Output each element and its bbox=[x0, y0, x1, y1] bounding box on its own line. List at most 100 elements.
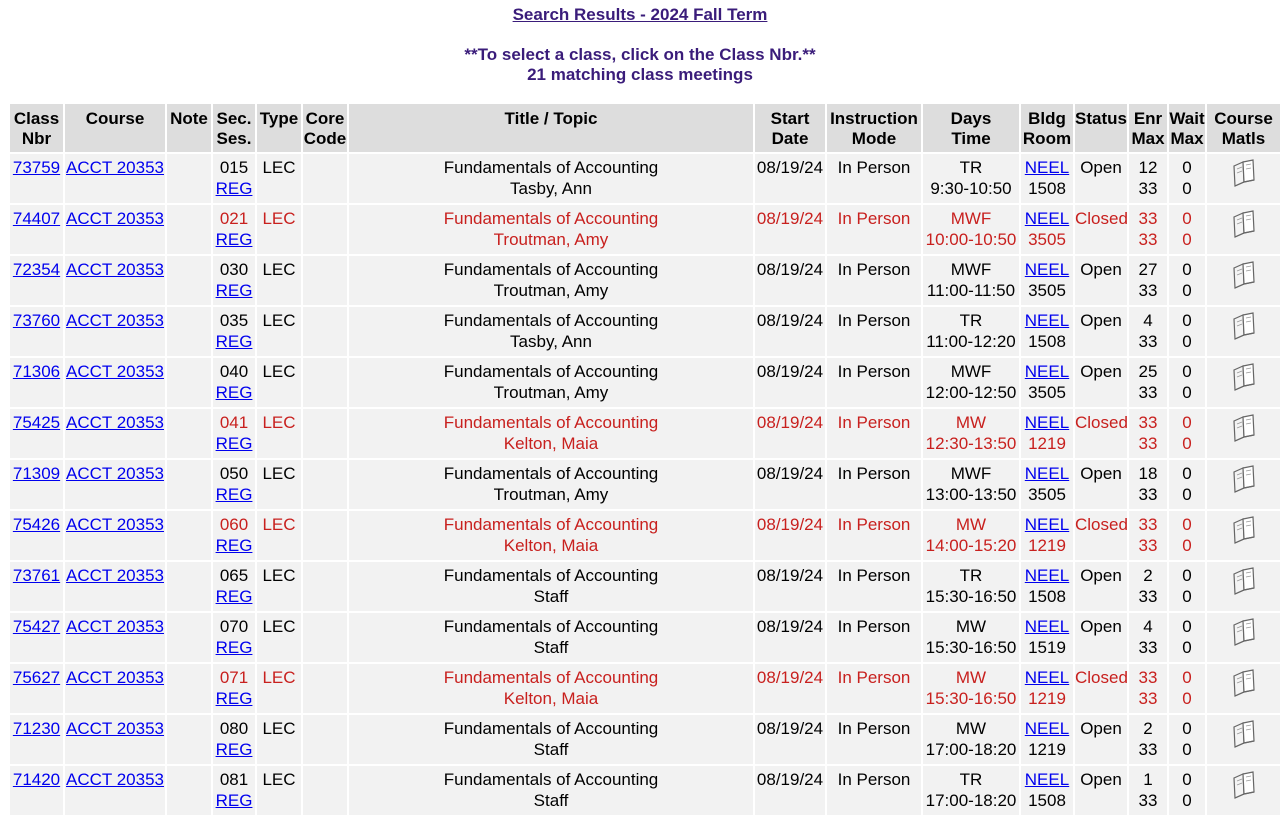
session-link[interactable]: REG bbox=[215, 739, 253, 759]
building-link[interactable]: NEEL bbox=[1024, 617, 1070, 636]
enr-max-cell: 4 33 bbox=[1127, 305, 1168, 357]
building-link[interactable]: NEEL bbox=[1024, 464, 1070, 483]
session-link[interactable]: REG bbox=[215, 688, 253, 708]
class-nbr-link[interactable]: 73760 bbox=[12, 311, 61, 330]
session-link[interactable]: REG bbox=[215, 484, 253, 504]
building-link[interactable]: NEEL bbox=[1024, 719, 1070, 738]
course-link[interactable]: ACCT 20353 bbox=[66, 464, 164, 483]
core-code-cell bbox=[301, 305, 348, 357]
course-matls-cell[interactable] bbox=[1205, 305, 1280, 357]
session-link[interactable]: REG bbox=[215, 790, 253, 810]
session-link[interactable]: REG bbox=[215, 331, 253, 351]
course-matls-cell[interactable] bbox=[1205, 356, 1280, 408]
session-link[interactable]: REG bbox=[215, 280, 253, 300]
session-link[interactable]: REG bbox=[215, 382, 253, 402]
instruction-mode-cell: In Person bbox=[825, 509, 922, 561]
wait-max: 0 bbox=[1182, 229, 1192, 249]
course-matls-cell[interactable] bbox=[1205, 713, 1280, 765]
course-matls-cell[interactable] bbox=[1205, 662, 1280, 714]
title-cell: Fundamentals of Accounting Troutman, Amy bbox=[347, 203, 754, 255]
course-link[interactable]: ACCT 20353 bbox=[66, 719, 164, 738]
course-link[interactable]: ACCT 20353 bbox=[66, 515, 164, 534]
class-nbr-link[interactable]: 71306 bbox=[12, 362, 61, 381]
status-cell: Closed bbox=[1073, 203, 1128, 255]
class-nbr-link[interactable]: 73759 bbox=[12, 158, 61, 177]
building-link[interactable]: NEEL bbox=[1024, 515, 1070, 534]
building-link[interactable]: NEEL bbox=[1024, 413, 1070, 432]
instruction-mode-cell: In Person bbox=[825, 662, 922, 714]
course-link[interactable]: ACCT 20353 bbox=[66, 413, 164, 432]
session-link[interactable]: REG bbox=[215, 433, 253, 453]
type-cell: LEC bbox=[255, 305, 302, 357]
session-link[interactable]: REG bbox=[215, 535, 253, 555]
course-cell: ACCT 20353 bbox=[63, 509, 166, 561]
session-link[interactable]: REG bbox=[215, 178, 253, 198]
bldg-room-cell: NEEL 1508 bbox=[1019, 305, 1074, 357]
course-matls-cell[interactable] bbox=[1205, 254, 1280, 306]
course-link[interactable]: ACCT 20353 bbox=[66, 362, 164, 381]
instruction-mode-cell: In Person bbox=[825, 407, 922, 459]
instructor-name: Kelton, Maia bbox=[503, 535, 599, 555]
building-link[interactable]: NEEL bbox=[1024, 311, 1070, 330]
course-matls-cell[interactable] bbox=[1205, 560, 1280, 612]
course-matls-cell[interactable] bbox=[1205, 509, 1280, 561]
note-cell bbox=[165, 203, 212, 255]
instructor-name: Kelton, Maia bbox=[503, 688, 599, 708]
building-link[interactable]: NEEL bbox=[1024, 362, 1070, 381]
class-nbr-link[interactable]: 75425 bbox=[12, 413, 61, 432]
course-matls-cell[interactable] bbox=[1205, 458, 1280, 510]
building-link[interactable]: NEEL bbox=[1024, 260, 1070, 279]
class-nbr-cell: 73761 bbox=[10, 560, 64, 612]
course-link[interactable]: ACCT 20353 bbox=[66, 566, 164, 585]
course-link[interactable]: ACCT 20353 bbox=[66, 668, 164, 687]
course-matls-cell[interactable] bbox=[1205, 611, 1280, 663]
course-matls-cell[interactable] bbox=[1205, 203, 1280, 255]
class-nbr-link[interactable]: 74407 bbox=[12, 209, 61, 228]
building-link[interactable]: NEEL bbox=[1024, 209, 1070, 228]
days-time-cell: TR 9:30-10:50 bbox=[921, 152, 1020, 204]
status-cell: Open bbox=[1073, 254, 1128, 306]
class-nbr-link[interactable]: 71309 bbox=[12, 464, 61, 483]
session-link[interactable]: REG bbox=[215, 586, 253, 606]
wait-count: 0 bbox=[1182, 362, 1192, 381]
enrolled-count: 33 bbox=[1138, 668, 1158, 687]
course-link[interactable]: ACCT 20353 bbox=[66, 260, 164, 279]
start-date-cell: 08/19/24 bbox=[753, 713, 826, 765]
building-link[interactable]: NEEL bbox=[1024, 158, 1070, 177]
course-link[interactable]: ACCT 20353 bbox=[66, 311, 164, 330]
enrolled-count: 12 bbox=[1138, 158, 1158, 177]
class-nbr-link[interactable]: 73761 bbox=[12, 566, 61, 585]
course-title: Fundamentals of Accounting bbox=[443, 770, 659, 789]
class-nbr-link[interactable]: 72354 bbox=[12, 260, 61, 279]
class-nbr-link[interactable]: 71230 bbox=[12, 719, 61, 738]
course-link[interactable]: ACCT 20353 bbox=[66, 770, 164, 789]
class-nbr-link[interactable]: 71420 bbox=[12, 770, 61, 789]
meeting-time: 12:30-13:50 bbox=[925, 433, 1017, 453]
building-link[interactable]: NEEL bbox=[1024, 566, 1070, 585]
match-count: 21 matching class meetings bbox=[527, 65, 753, 84]
session-link[interactable]: REG bbox=[215, 229, 253, 249]
class-nbr-link[interactable]: 75427 bbox=[12, 617, 61, 636]
course-link[interactable]: ACCT 20353 bbox=[66, 158, 164, 177]
enr-max-cell: 12 33 bbox=[1127, 152, 1168, 204]
course-matls-cell[interactable] bbox=[1205, 407, 1280, 459]
building-link[interactable]: NEEL bbox=[1024, 668, 1070, 687]
wait-count: 0 bbox=[1182, 515, 1192, 534]
class-nbr-link[interactable]: 75627 bbox=[12, 668, 61, 687]
wait-max: 0 bbox=[1182, 433, 1192, 453]
class-nbr-link[interactable]: 75426 bbox=[12, 515, 61, 534]
session-link[interactable]: REG bbox=[215, 637, 253, 657]
sec-ses-cell: 060 REG bbox=[211, 509, 256, 561]
course-link[interactable]: ACCT 20353 bbox=[66, 617, 164, 636]
building-link[interactable]: NEEL bbox=[1024, 770, 1070, 789]
book-icon bbox=[1232, 210, 1255, 238]
bldg-room-cell: NEEL 1219 bbox=[1019, 509, 1074, 561]
course-matls-cell[interactable] bbox=[1205, 764, 1280, 815]
section-number: 040 bbox=[219, 362, 249, 381]
class-nbr-cell: 75426 bbox=[10, 509, 64, 561]
course-matls-cell[interactable] bbox=[1205, 152, 1280, 204]
meeting-time: 14:00-15:20 bbox=[925, 535, 1017, 555]
course-link[interactable]: ACCT 20353 bbox=[66, 209, 164, 228]
instructor-name: Troutman, Amy bbox=[493, 280, 609, 300]
